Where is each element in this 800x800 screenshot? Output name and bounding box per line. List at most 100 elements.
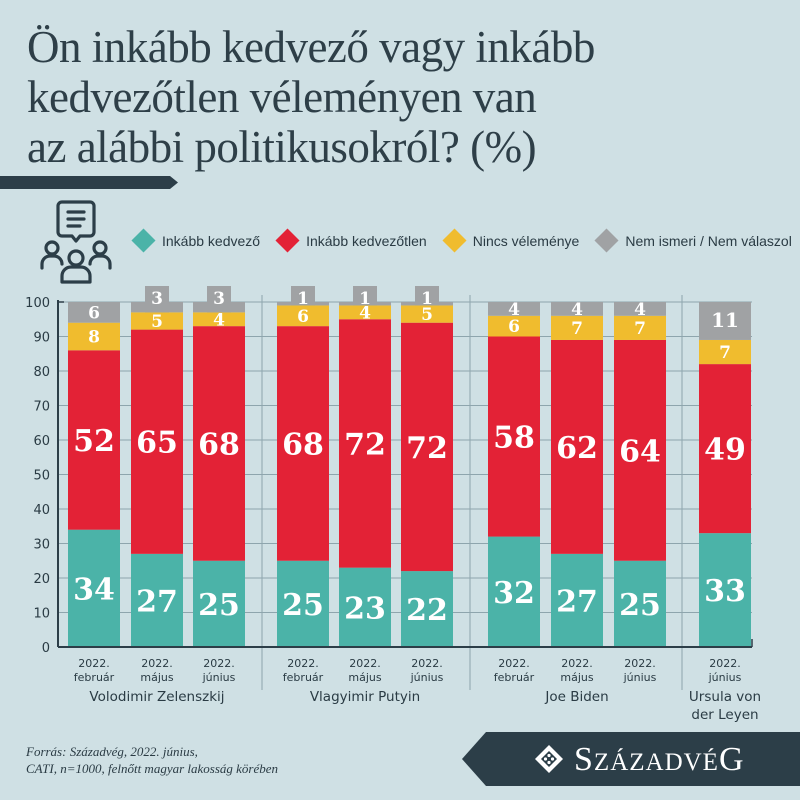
x-category-label: május — [348, 671, 381, 684]
bar-segment-label-tab — [415, 286, 439, 306]
x-category-label: február — [494, 671, 535, 684]
bar-segment — [131, 329, 183, 554]
data-label: 4 — [508, 300, 520, 320]
data-label: 25 — [619, 588, 661, 623]
data-label: 22 — [406, 593, 448, 628]
bar-segment — [131, 312, 183, 330]
legend: Inkább kedvező Inkább kedvezőtlen Nincs … — [131, 228, 800, 253]
x-group-label: der Leyen — [691, 707, 758, 723]
brand-banner: SzázadvéG — [462, 732, 800, 786]
data-label: 62 — [556, 431, 598, 466]
source-line-2: CATI, n=1000, felnőtt magyar lakosság kö… — [26, 761, 279, 776]
bar-segment — [401, 305, 453, 323]
x-category-label: 2022. — [709, 657, 741, 670]
x-group-label: Joe Biden — [544, 689, 608, 705]
bar-segment — [193, 560, 245, 647]
bar-segment — [551, 553, 603, 647]
data-label: 6 — [297, 307, 309, 327]
x-group-label: Vlagyimir Putyin — [310, 689, 420, 705]
brand-name-g: G — [718, 741, 745, 778]
bar-segment — [614, 302, 666, 316]
x-category-label: 2022. — [349, 657, 381, 670]
data-label: 3 — [213, 289, 225, 309]
y-tick-label: 60 — [33, 434, 50, 449]
data-label: 25 — [198, 588, 240, 623]
x-category-label: február — [74, 671, 115, 684]
data-label: 72 — [406, 431, 448, 466]
x-category-label: június — [410, 671, 444, 684]
data-label: 72 — [344, 427, 386, 462]
legend-item-nincs-velemenye: Nincs véleménye — [442, 228, 580, 253]
y-tick-label: 80 — [33, 365, 50, 380]
data-label: 1 — [421, 289, 433, 309]
bar-segment — [401, 571, 453, 647]
y-tick-label: 50 — [33, 469, 50, 484]
x-category-label: június — [708, 671, 742, 684]
people-discussion-icon — [40, 200, 112, 284]
data-label: 68 — [282, 427, 324, 462]
data-label: 23 — [344, 591, 386, 626]
bar-segment — [277, 305, 329, 327]
legend-swatch-kedvezo — [131, 228, 156, 253]
y-tick-label: 30 — [33, 538, 50, 553]
bar-segment — [277, 326, 329, 561]
legend-swatch-kedvezotlen — [275, 228, 300, 253]
bar-segment — [614, 339, 666, 561]
data-label: 27 — [556, 584, 598, 619]
y-tick-label: 70 — [33, 400, 50, 415]
bar-segment — [551, 339, 603, 554]
bar-segment — [68, 322, 120, 351]
data-label: 4 — [359, 303, 371, 323]
title-line-3: az alábbi politikusokról? (%) — [27, 122, 537, 172]
bar-segment-label-tab — [291, 286, 315, 306]
bar-segment-label-tab — [207, 286, 231, 313]
bar-segment — [488, 302, 540, 316]
title-line-1: Ön inkább kedvező vagy inkább — [27, 22, 595, 72]
data-label: 65 — [136, 426, 178, 461]
data-label: 68 — [198, 427, 240, 462]
x-category-label: 2022. — [203, 657, 235, 670]
data-label: 5 — [151, 312, 163, 332]
x-category-label: 2022. — [141, 657, 173, 670]
bar-segment — [551, 302, 603, 316]
title-line-2: kedvezőtlen véleményen van — [27, 72, 537, 122]
x-category-label: 2022. — [287, 657, 319, 670]
x-category-label: május — [140, 671, 173, 684]
data-label: 1 — [359, 289, 371, 309]
legend-item-kedvezotlen: Inkább kedvezőtlen — [275, 228, 427, 253]
legend-item-kedvezo: Inkább kedvező — [131, 228, 260, 253]
stacked-bar-chart: 0102030405060708090100345286276553256843… — [25, 286, 761, 723]
x-category-label: február — [283, 671, 324, 684]
bar-segment — [551, 315, 603, 340]
bar-segment — [68, 529, 120, 647]
data-label: 6 — [508, 317, 520, 337]
x-category-label: 2022. — [624, 657, 656, 670]
bar-segment-label-tab — [353, 286, 377, 306]
x-category-label: 2022. — [411, 657, 443, 670]
bar-segment — [699, 533, 751, 647]
data-label: 1 — [297, 289, 309, 309]
data-label: 58 — [493, 421, 535, 456]
x-category-label: 2022. — [498, 657, 530, 670]
data-label: 49 — [704, 433, 746, 468]
data-label: 6 — [88, 303, 100, 323]
x-category-label: május — [560, 671, 593, 684]
bar-segment — [488, 536, 540, 647]
data-label: 7 — [571, 319, 583, 339]
y-tick-label: 20 — [33, 572, 50, 587]
data-label: 8 — [88, 328, 100, 348]
data-label: 32 — [493, 576, 535, 611]
bar-segment — [193, 312, 245, 327]
chart-title: Ön inkább kedvező vagy inkább kedvezőtle… — [27, 22, 747, 172]
diamond-ornament-icon — [535, 745, 563, 773]
title-underline-bar — [0, 176, 178, 189]
y-tick-label: 40 — [33, 503, 50, 518]
legend-item-nem-ismeri: Nem ismeri / Nem válaszol — [594, 228, 792, 253]
legend-label: Nincs véleménye — [472, 232, 580, 249]
x-category-label: június — [202, 671, 236, 684]
brand-name: SzázadvéG — [574, 740, 745, 783]
data-label: 7 — [719, 343, 731, 363]
data-label: 52 — [73, 424, 115, 459]
data-label: 11 — [711, 308, 739, 332]
bar-segment — [699, 364, 751, 534]
